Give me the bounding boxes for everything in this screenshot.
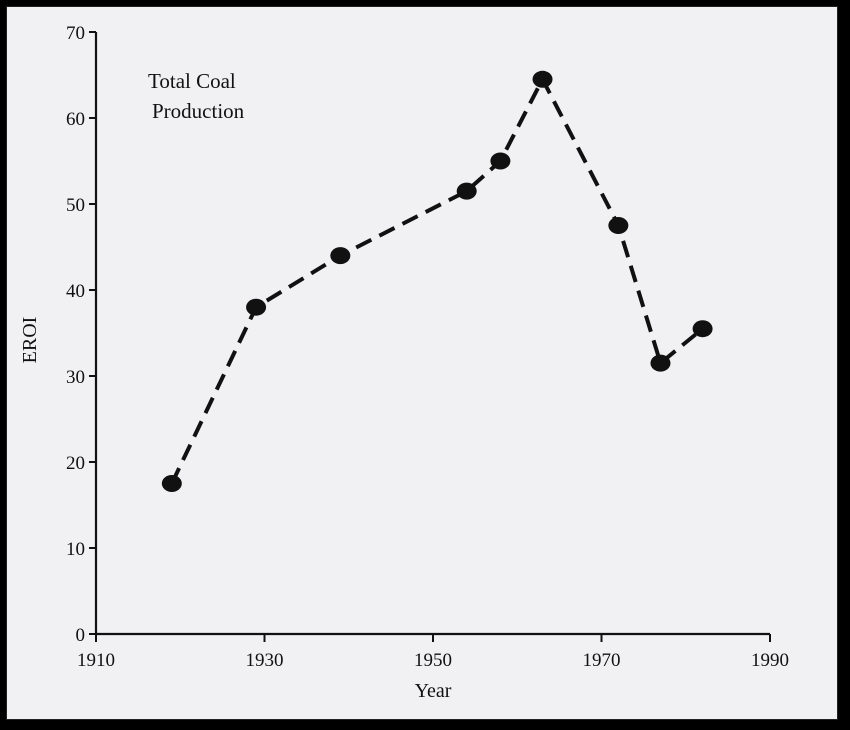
data-point (330, 247, 351, 265)
data-point (246, 298, 267, 316)
y-tick-label: 10 (66, 539, 85, 560)
annotation-line-1: Total Coal (148, 69, 236, 93)
x-axis-title: Year (415, 680, 452, 702)
y-tick-label: 30 (66, 367, 85, 388)
data-points (161, 70, 713, 492)
y-tick-label: 70 (66, 23, 85, 44)
x-tick-label: 1990 (751, 650, 789, 671)
x-tick-label: 1930 (246, 650, 284, 671)
chart-frame (6, 6, 838, 720)
annotation-line-2: Production (152, 99, 245, 123)
data-point (490, 152, 511, 170)
x-tick-label: 1910 (77, 650, 115, 671)
y-tick-label: 40 (66, 281, 85, 302)
y-tick-label: 0 (76, 625, 86, 646)
data-point (650, 354, 671, 372)
x-axis-ticks: 1910 1930 1950 1970 1990 (77, 634, 789, 671)
x-tick-label: 1950 (414, 650, 452, 671)
y-tick-label: 20 (66, 453, 85, 474)
y-tick-label: 60 (66, 109, 85, 130)
y-axis-ticks: 0 10 20 30 40 50 60 70 (66, 23, 96, 646)
y-tick-label: 50 (66, 195, 85, 216)
x-tick-label: 1970 (583, 650, 621, 671)
data-point (692, 320, 713, 338)
y-axis-title: EROI (19, 317, 41, 364)
series-line-total-coal-production (169, 77, 704, 485)
data-point (608, 217, 629, 234)
data-point (161, 475, 182, 492)
data-point (532, 70, 553, 88)
data-point (456, 182, 477, 200)
